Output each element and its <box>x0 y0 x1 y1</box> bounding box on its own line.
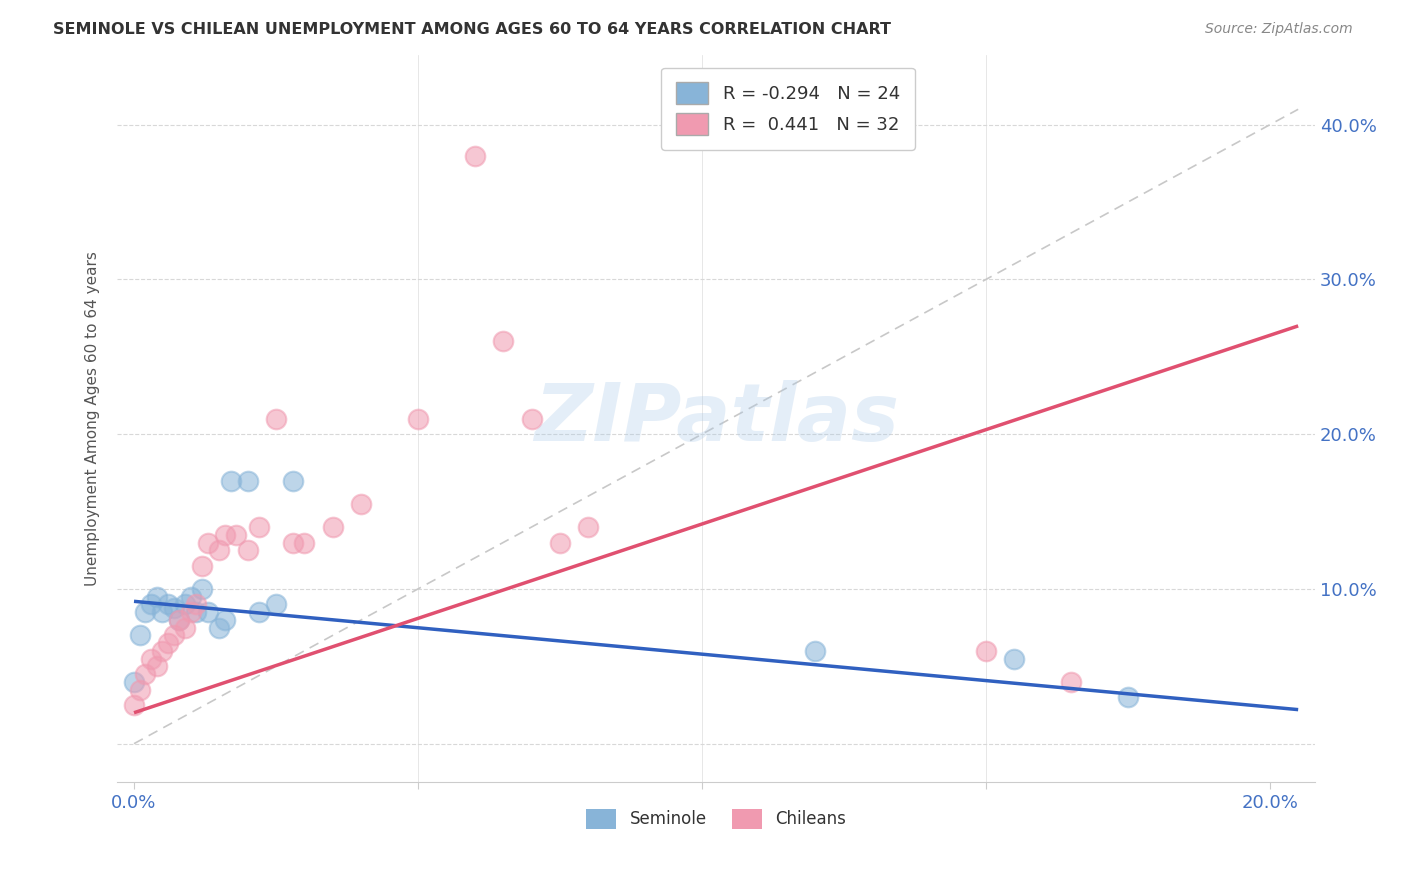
Point <box>134 667 156 681</box>
Point <box>145 659 167 673</box>
Point <box>145 590 167 604</box>
Point <box>180 605 202 619</box>
Point <box>128 628 150 642</box>
Point <box>152 644 174 658</box>
Point <box>264 598 287 612</box>
Point <box>191 582 214 596</box>
Point <box>406 411 429 425</box>
Point <box>174 621 197 635</box>
Point <box>281 535 304 549</box>
Point <box>974 644 997 658</box>
Point <box>157 598 180 612</box>
Point <box>1116 690 1139 705</box>
Point <box>264 411 287 425</box>
Point <box>122 674 145 689</box>
Point <box>152 605 174 619</box>
Point <box>169 613 191 627</box>
Legend: Seminole, Chileans: Seminole, Chileans <box>579 802 852 836</box>
Point <box>520 411 543 425</box>
Point <box>214 528 236 542</box>
Point <box>236 474 259 488</box>
Point <box>139 598 162 612</box>
Point <box>225 528 247 542</box>
Point <box>1060 674 1083 689</box>
Point <box>208 621 231 635</box>
Point <box>180 590 202 604</box>
Point <box>157 636 180 650</box>
Point <box>174 598 197 612</box>
Point <box>281 474 304 488</box>
Y-axis label: Unemployment Among Ages 60 to 64 years: Unemployment Among Ages 60 to 64 years <box>86 252 100 586</box>
Point <box>163 628 186 642</box>
Point <box>186 605 208 619</box>
Text: SEMINOLE VS CHILEAN UNEMPLOYMENT AMONG AGES 60 TO 64 YEARS CORRELATION CHART: SEMINOLE VS CHILEAN UNEMPLOYMENT AMONG A… <box>53 22 891 37</box>
Point <box>186 598 208 612</box>
Point <box>134 605 156 619</box>
Point <box>208 543 231 558</box>
Point <box>169 613 191 627</box>
Point <box>247 605 270 619</box>
Point <box>163 600 186 615</box>
Point <box>139 651 162 665</box>
Point <box>464 149 486 163</box>
Point <box>1002 651 1025 665</box>
Point <box>247 520 270 534</box>
Point <box>236 543 259 558</box>
Point <box>219 474 242 488</box>
Point <box>197 535 219 549</box>
Point <box>122 698 145 712</box>
Point <box>492 334 515 349</box>
Point <box>548 535 571 549</box>
Point <box>197 605 219 619</box>
Point <box>214 613 236 627</box>
Point <box>191 558 214 573</box>
Point <box>292 535 315 549</box>
Text: Source: ZipAtlas.com: Source: ZipAtlas.com <box>1205 22 1353 37</box>
Text: ZIPatlas: ZIPatlas <box>534 380 898 458</box>
Point <box>804 644 827 658</box>
Point <box>128 682 150 697</box>
Point <box>576 520 599 534</box>
Point <box>350 497 373 511</box>
Point <box>322 520 344 534</box>
